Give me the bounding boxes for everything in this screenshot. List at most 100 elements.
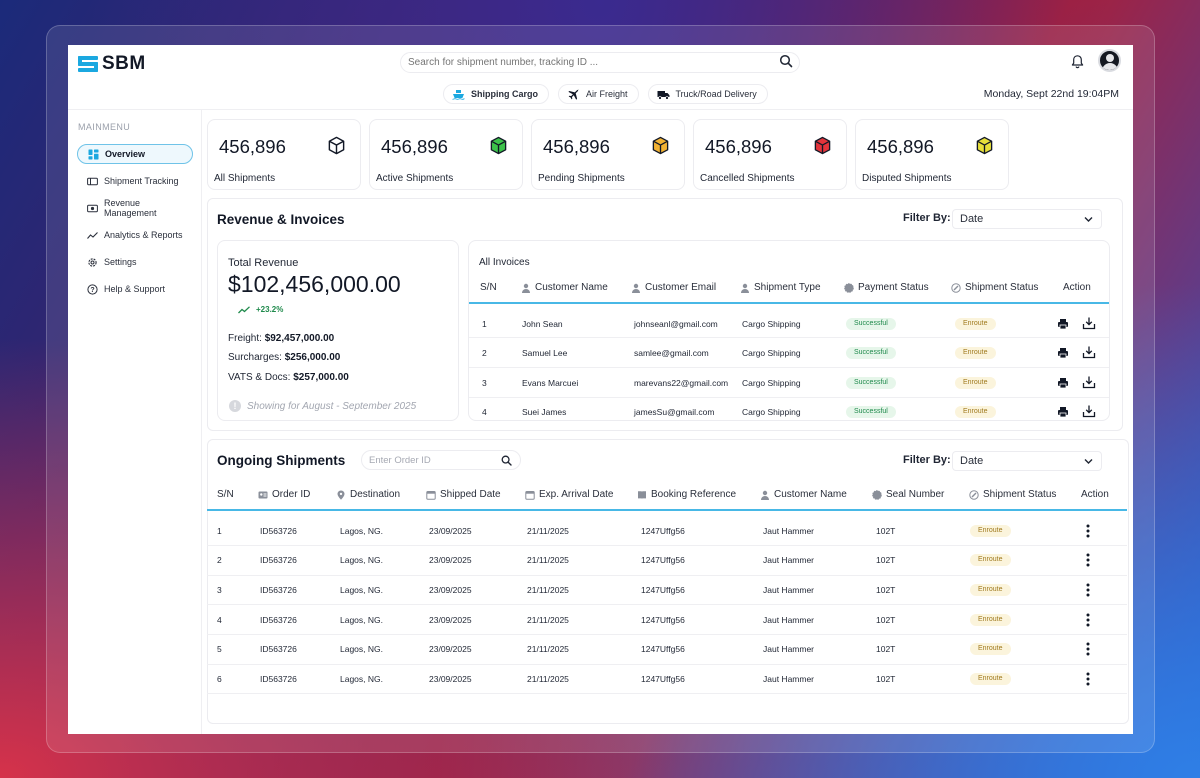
global-search-input[interactable] [400,52,800,73]
col-shipment-status[interactable]: Shipment Status [969,489,1056,500]
cell-arrival-date: 21/11/2025 [527,585,569,595]
stat-card-active-shipments[interactable]: 456,896 Active Shipments [369,119,523,190]
cell-order-id: ID563726 [260,674,297,684]
sidebar-item-revenue-management[interactable]: Revenue Management [77,198,193,218]
surcharges-value: $256,000.00 [284,352,341,363]
download-icon[interactable] [1082,316,1096,330]
tab-shipping-cargo[interactable]: Shipping Cargo [443,84,549,104]
logo-mark-icon [78,55,98,73]
vats-label: VATS & Docs: [228,372,291,383]
print-icon[interactable] [1057,377,1069,389]
kebab-menu-icon[interactable] [1086,524,1090,538]
tab-truck-road-delivery[interactable]: Truck/Road Delivery [647,84,768,104]
col-shipment-type[interactable]: Shipment Type [740,282,821,293]
sidebar-item-shipment-tracking[interactable]: Shipment Tracking [77,171,193,191]
sidebar-title: MAINMENU [78,122,131,132]
revenue-filter-select[interactable]: Date [952,209,1102,229]
col-label: Shipment Type [754,282,821,293]
cell-customer-name: Jaut Hammer [763,644,815,654]
col-customer-name[interactable]: Customer Name [521,282,608,293]
cell-arrival-date: 21/11/2025 [527,615,569,625]
revenue-growth: +23.2% [238,305,283,314]
sidebar-item-settings[interactable]: Settings [77,252,193,272]
col-label: Order ID [272,489,311,500]
search-icon[interactable] [779,54,793,68]
kebab-menu-icon[interactable] [1086,613,1090,627]
col-customer-name[interactable]: Customer Name [760,489,847,500]
col-action[interactable]: Action [1063,282,1091,293]
col-sn[interactable]: S/N [217,489,234,500]
dashboard-app: SBM Shipping Cargo Air Freight [68,45,1133,734]
user-avatar[interactable] [1098,49,1121,72]
shipment-status-badge: Enroute [955,406,996,418]
shipments-filter-select[interactable]: Date [952,451,1102,471]
print-icon[interactable] [1057,347,1069,359]
total-revenue-label: Total Revenue [228,257,299,269]
kebab-menu-icon[interactable] [1086,583,1090,597]
cell-customer-email: johnseanl@gmail.com [634,319,718,329]
col-order-id[interactable]: Order ID [258,489,310,500]
cell-booking-ref: 1247Uffg56 [641,585,685,595]
tracking-icon [87,177,98,185]
shipment-status-badge: Enroute [970,525,1011,537]
payment-status-badge: Successful [846,318,896,330]
chevron-down-icon [1084,459,1093,464]
row-divider [207,545,1127,546]
kebab-menu-icon[interactable] [1086,642,1090,656]
cell-order-id: ID563726 [260,585,297,595]
print-icon[interactable] [1057,406,1069,418]
brand-name: SBM [102,53,146,74]
cell-customer-name: Jaut Hammer [763,555,815,565]
current-datetime: Monday, Sept 22nd 19:04PM [983,88,1119,100]
ship-icon [452,89,465,100]
row-divider [207,664,1127,665]
col-label: Destination [350,489,401,500]
tab-air-freight[interactable]: Air Freight [558,84,639,104]
stat-card-cancelled-shipments[interactable]: 456,896 Cancelled Shipments [693,119,847,190]
cell-booking-ref: 1247Uffg56 [641,615,685,625]
order-id-search[interactable]: Enter Order ID [361,450,521,470]
cell-sn: 4 [482,407,487,417]
col-shipment-status[interactable]: Shipment Status [951,282,1038,293]
bell-icon[interactable] [1070,54,1085,69]
cell-shipped-date: 23/09/2025 [429,674,472,684]
help-icon: ? [87,283,98,295]
search-icon[interactable] [501,455,512,466]
shipment-status-badge: Enroute [970,643,1011,655]
col-label: Customer Name [535,282,608,293]
col-sn[interactable]: S/N [480,282,497,293]
kebab-menu-icon[interactable] [1086,553,1090,567]
brand-logo[interactable]: SBM [78,53,146,75]
download-icon[interactable] [1082,404,1096,418]
stat-card-all-shipments[interactable]: 456,896 All Shipments [207,119,361,190]
stat-card-disputed-shipments[interactable]: 456,896 Disputed Shipments [855,119,1009,190]
kebab-menu-icon[interactable] [1086,672,1090,686]
print-icon[interactable] [1057,318,1069,330]
stat-card-pending-shipments[interactable]: 456,896 Pending Shipments [531,119,685,190]
download-icon[interactable] [1082,345,1096,359]
user-icon [741,283,749,293]
box-yellow-icon [976,136,993,155]
sidebar-item-overview[interactable]: Overview [77,144,193,164]
money-icon [87,204,98,212]
col-customer-email[interactable]: Customer Email [631,282,716,293]
cell-shipment-type: Cargo Shipping [742,348,801,358]
col-destination[interactable]: Destination [336,489,400,500]
stat-value: 456,896 [219,136,286,157]
cell-destination: Lagos, NG. [340,555,383,565]
download-icon[interactable] [1082,375,1096,389]
invoices-title: All Invoices [479,257,530,268]
col-payment-status[interactable]: Payment Status [844,282,929,293]
vats-line: VATS & Docs: $257,000.00 [228,372,349,383]
sidebar-item-analytics-reports[interactable]: Analytics & Reports [77,225,193,245]
col-seal-number[interactable]: Seal Number [872,489,944,500]
user-icon [522,283,530,293]
col-exp-arrival-date[interactable]: Exp. Arrival Date [525,489,613,500]
col-shipped-date[interactable]: Shipped Date [426,489,501,500]
col-action[interactable]: Action [1081,489,1109,500]
sidebar-item-help-support[interactable]: ? Help & Support [77,279,193,299]
cell-customer-name: John Sean [522,319,563,329]
payment-status-badge: Successful [846,406,896,418]
col-booking-reference[interactable]: Booking Reference [637,489,736,500]
cell-seal-number: 102T [876,585,896,595]
